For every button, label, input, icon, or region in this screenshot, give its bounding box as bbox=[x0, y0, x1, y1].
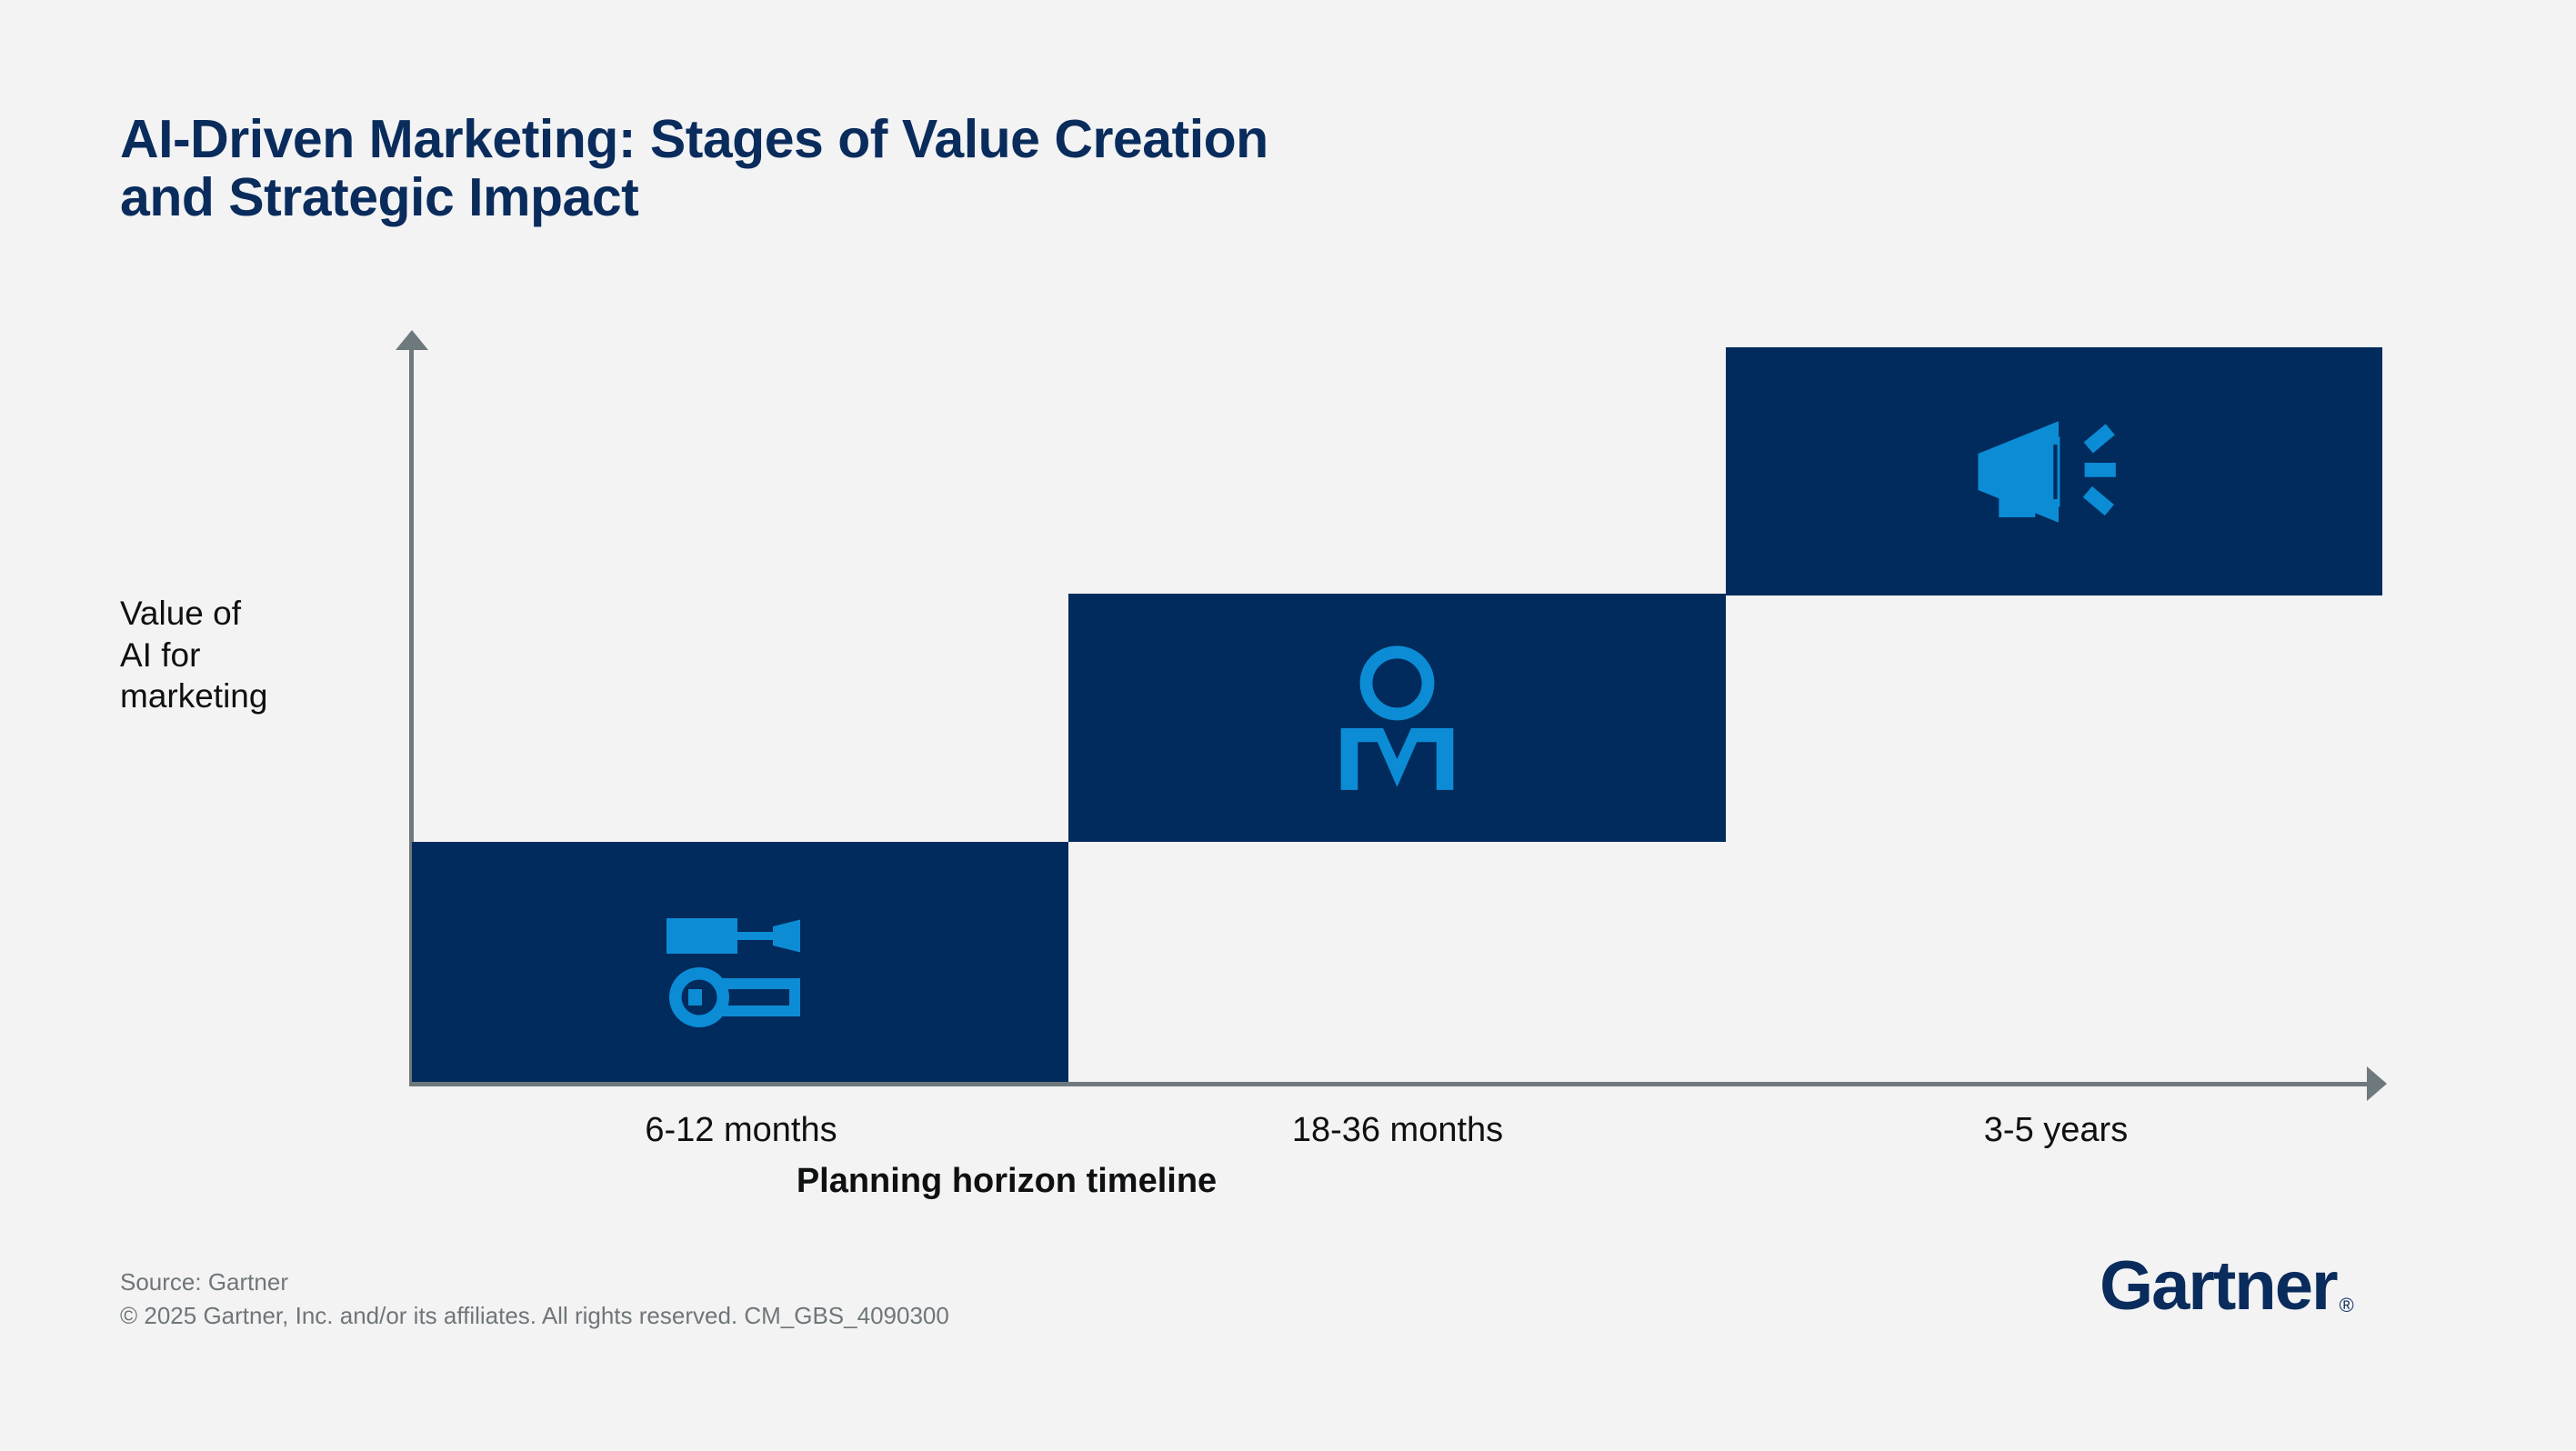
x-tick-label-0: 6-12 months bbox=[645, 1111, 837, 1149]
y-axis-title: Value of AI for marketing bbox=[120, 595, 268, 715]
footer-source: Source: Gartner bbox=[120, 1268, 288, 1296]
arrow-up-icon bbox=[396, 330, 428, 350]
y-axis-line bbox=[409, 347, 414, 1086]
x-axis-title: Planning horizon timeline bbox=[796, 1162, 1218, 1200]
bar-6-12-months bbox=[412, 842, 1068, 1082]
gartner-logo-wordmark: Gartner bbox=[2100, 1247, 2339, 1325]
x-axis-line bbox=[409, 1082, 2369, 1086]
tools-icon bbox=[658, 894, 822, 1030]
bar-3-5-years bbox=[1726, 347, 2382, 595]
person-icon bbox=[1327, 641, 1468, 796]
bar-18-36-months bbox=[1068, 594, 1726, 842]
page-title: AI-Driven Marketing: Stages of Value Cre… bbox=[120, 109, 1268, 227]
registered-trademark-icon: ® bbox=[2339, 1294, 2354, 1316]
footer-copyright: © 2025 Gartner, Inc. and/or its affiliat… bbox=[120, 1301, 949, 1329]
arrow-right-icon bbox=[2367, 1066, 2387, 1101]
gartner-logo: Gartner ® bbox=[2100, 1252, 2354, 1321]
x-tick-label-2: 3-5 years bbox=[1983, 1111, 2129, 1149]
megaphone-icon bbox=[1972, 408, 2136, 535]
x-tick-label-1: 18-36 months bbox=[1291, 1111, 1504, 1149]
footer: Source: Gartner © 2025 Gartner, Inc. and… bbox=[120, 1266, 949, 1333]
